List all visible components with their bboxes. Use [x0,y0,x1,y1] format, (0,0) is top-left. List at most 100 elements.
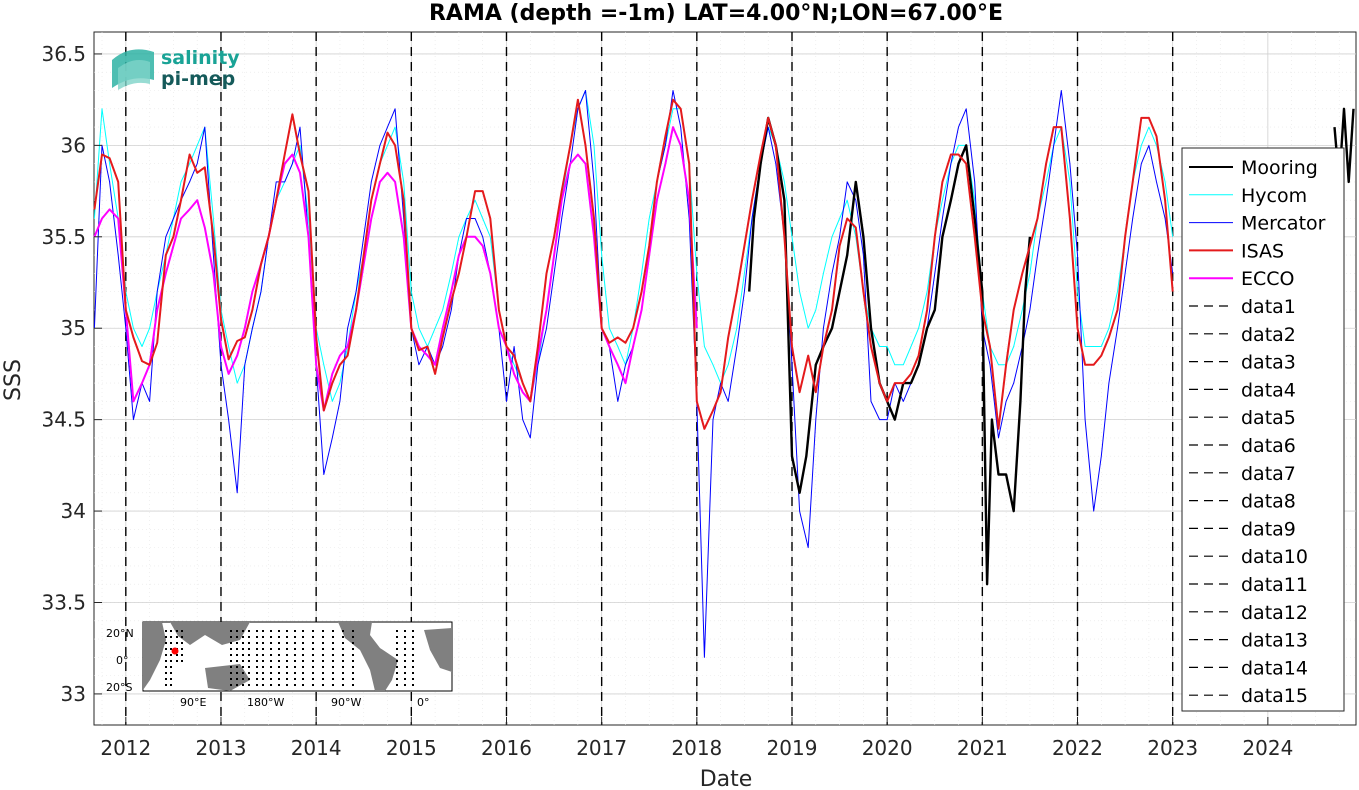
mooring-dot [322,648,324,650]
mooring-dot [230,642,232,644]
mooring-dot [262,672,264,674]
mooring-dot [342,678,344,680]
chart-title: RAMA (depth =-1m) LAT=4.00°N;LON=67.00°E [429,1,1003,26]
mooring-dot [270,666,272,668]
legend-label: data13 [1241,630,1308,652]
legend-label: data7 [1241,463,1296,485]
mooring-dot [412,654,414,656]
mooring-dot [312,666,314,668]
y-tick-label: 33.5 [41,590,86,614]
mooring-dot [396,684,398,686]
mooring-dot [270,654,272,656]
mooring-dot [312,636,314,638]
mooring-dot [165,630,167,632]
mooring-dot [262,684,264,686]
mooring-dot [396,630,398,632]
mooring-dot [302,636,304,638]
mooring-dot [322,654,324,656]
legend-label: data4 [1241,379,1296,401]
mooring-dot [312,672,314,674]
mooring-dot [181,648,183,650]
mooring-dot [256,636,258,638]
mooring-dot [396,654,398,656]
mooring-dot [412,666,414,668]
mooring-dot [242,678,244,680]
logo-line2: pi-mep [161,68,235,90]
mooring-dot [312,648,314,650]
mooring-dot [278,648,280,650]
map-lon-label-180w: 180°W [247,696,284,709]
mooring-dot [352,678,354,680]
mooring-dot [170,636,172,638]
mooring-dot [248,672,250,674]
mooring-dot [404,654,406,656]
legend-label: data9 [1241,518,1296,540]
mooring-dot [230,678,232,680]
mooring-dot [165,642,167,644]
mooring-dot [322,672,324,674]
mooring-dot [165,654,167,656]
mooring-dot [248,678,250,680]
land-asia [170,622,250,645]
mooring-dot [352,684,354,686]
mooring-dot [176,642,178,644]
mooring-dot [248,684,250,686]
mooring-dot [404,684,406,686]
mooring-dot [230,684,232,686]
mooring-dot [286,642,288,644]
mooring-dot [342,654,344,656]
mooring-dot [230,636,232,638]
mooring-dot [412,630,414,632]
mooring-dot [278,666,280,668]
mooring-dot [262,660,264,662]
y-axis-label: SSS [1,359,26,401]
logo-line1: salinity [161,47,240,69]
mooring-dot [332,684,334,686]
mooring-dot [286,660,288,662]
mooring-dot [165,660,167,662]
mooring-dot [352,660,354,662]
legend-label: Mooring [1241,157,1318,179]
mooring-dot [342,666,344,668]
mooring-dot [312,630,314,632]
mooring-dot [278,636,280,638]
mooring-dot [230,648,232,650]
mooring-dot [286,672,288,674]
x-tick-label: 2014 [291,736,342,760]
x-tick-label: 2023 [1147,736,1198,760]
mooring-dot [165,684,167,686]
legend-label: ECCO [1241,268,1295,290]
mooring-dot [170,684,172,686]
mooring-dot [322,678,324,680]
mooring-dot [332,660,334,662]
mooring-dot [396,642,398,644]
mooring-dot [342,648,344,650]
mooring-dot [396,648,398,650]
mooring-dot [230,660,232,662]
mooring-dot [256,630,258,632]
mooring-dot [181,654,183,656]
mooring-dot [322,630,324,632]
mooring-dot [404,636,406,638]
mooring-dot [270,630,272,632]
mooring-dot [412,684,414,686]
legend-label: data8 [1241,491,1296,513]
x-tick-label: 2016 [481,736,532,760]
mooring-dot [242,642,244,644]
mooring-dot [256,678,258,680]
mooring-dot [342,684,344,686]
x-tick-label: 2019 [767,736,818,760]
legend-label: ISAS [1241,240,1284,262]
mooring-dot [170,654,172,656]
mooring-dot [256,666,258,668]
mooring-dot [302,666,304,668]
mooring-dot [270,636,272,638]
land-australia [205,664,250,691]
land-americas [338,622,398,691]
mooring-dot [312,642,314,644]
mooring-dot [286,684,288,686]
mooring-dot [236,636,238,638]
mooring-dot [352,672,354,674]
mooring-dot [332,636,334,638]
